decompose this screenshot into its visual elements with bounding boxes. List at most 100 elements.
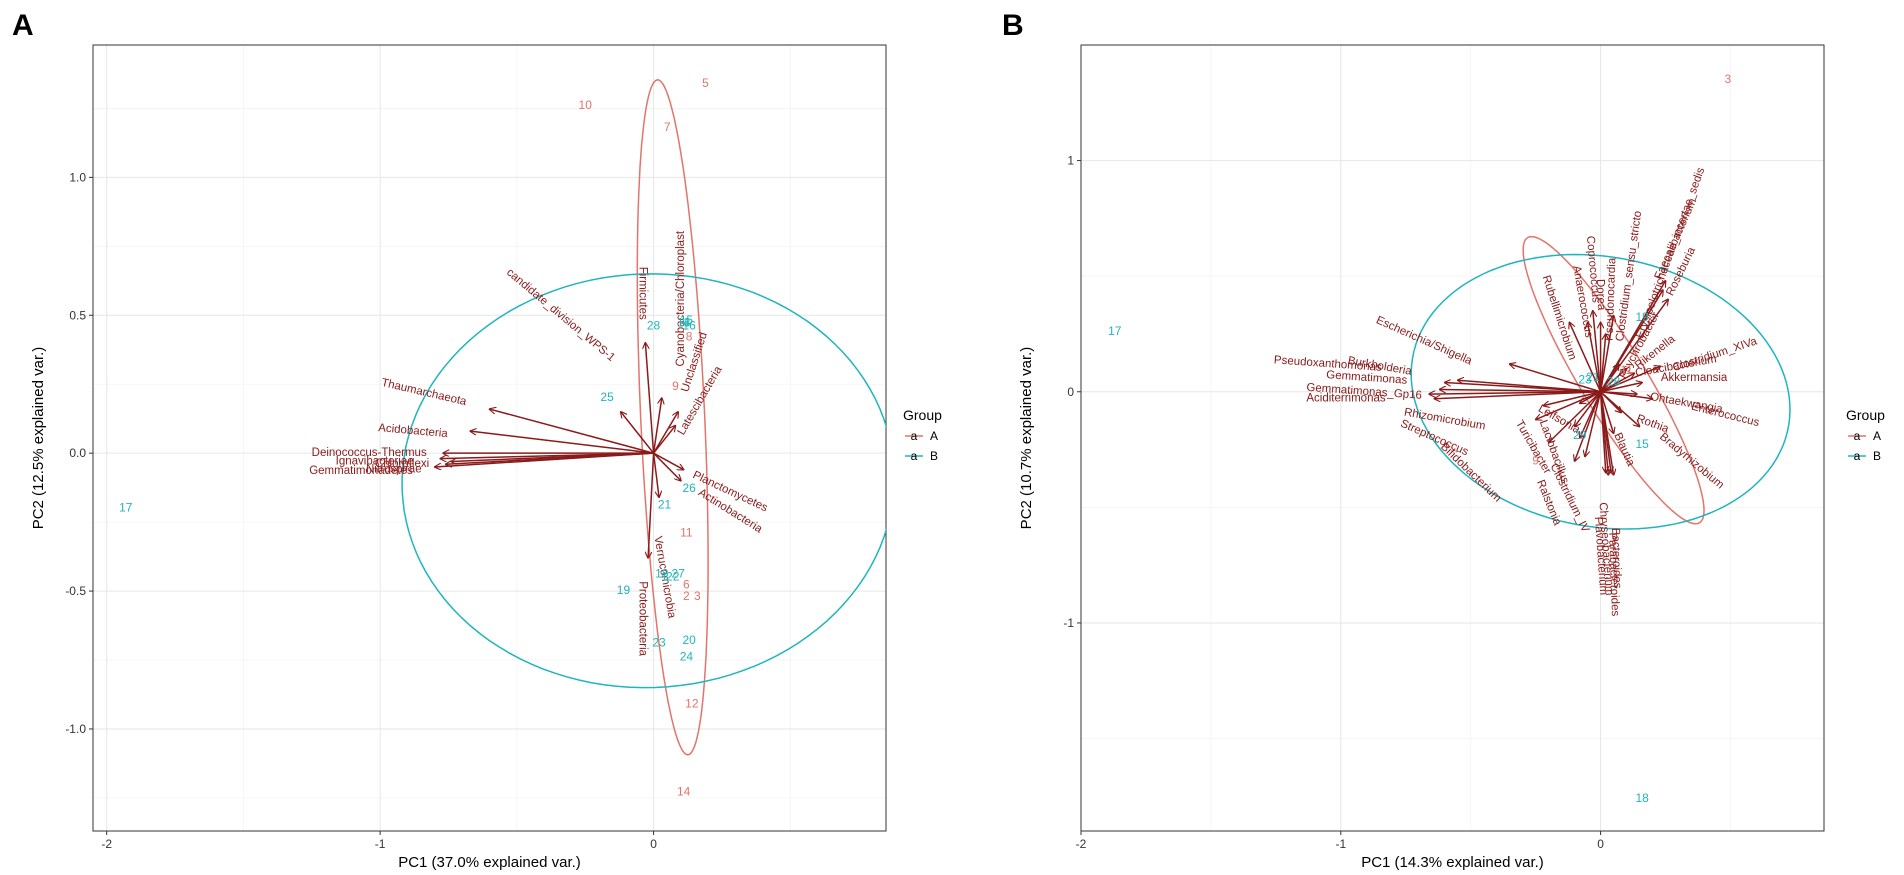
loading-label: Deinococcus-Thermus (312, 447, 427, 459)
loading-label: Dorea (1594, 279, 1607, 311)
sample-point-label: 18 (655, 567, 669, 581)
loading-arrow (1599, 391, 1614, 434)
sample-point-label: 25 (600, 390, 614, 404)
loading-arrow (653, 452, 684, 470)
y-tick-label: 0.5 (69, 308, 86, 322)
loading-arrow (652, 398, 662, 454)
sample-point-label: 17 (1108, 324, 1122, 338)
panel-letter: B (1002, 9, 1024, 42)
legend-item-label: B (930, 449, 938, 463)
loading-arrow (1600, 369, 1627, 393)
sample-point-label: 7 (664, 120, 671, 134)
sample-point-label: 16 (682, 318, 696, 332)
plot-border (1080, 44, 1825, 832)
loading-label: Thaumarchaeota (380, 377, 468, 408)
panel-letter: A (12, 9, 34, 42)
ellipse-group-b (1410, 253, 1791, 530)
x-tick-label: -2 (101, 837, 112, 851)
sample-point-label: 23 (652, 636, 666, 650)
loading-label: Ohtaekwangia (1649, 391, 1724, 416)
ellipse-group-b (401, 273, 886, 689)
loading-label: Latescibacteria (676, 364, 725, 438)
loading-arrow (1434, 391, 1601, 399)
loading-arrow (1600, 373, 1635, 393)
legend-key-symbol: a (911, 429, 918, 443)
sample-point-label: 5 (702, 76, 709, 90)
sample-point-label: 15 (1635, 437, 1649, 451)
sample-point-label: 19 (1635, 310, 1649, 324)
x-tick-label: -2 (1076, 837, 1087, 851)
sample-point-label: 2 (683, 589, 690, 603)
loading-label: Ignavibacteriae (336, 455, 414, 467)
sample-point-label: 12 (685, 696, 699, 710)
loading-label: Flavobacterium (1592, 516, 1609, 595)
panel-a: A -2 -1 0 -1.0 -0.5 0.0 0.5 1.0 PC1 (37.0% explai… (12, 9, 942, 871)
loading-label: Cyanobacteria/Chloroplast (675, 230, 687, 366)
loading-arrow (1599, 334, 1606, 392)
sample-point-label: 6 (683, 578, 690, 592)
sample-point-label: 26 (682, 481, 696, 495)
sample-point-label: 13 (677, 316, 691, 330)
x-tick-label: -1 (1335, 837, 1346, 851)
loading-arrow (1580, 391, 1601, 404)
x-axis-title: PC1 (14.3% explained var.) (1361, 854, 1544, 871)
loading-arrow (1600, 392, 1637, 394)
loading-arrow (652, 453, 659, 497)
loading-arrow (1510, 364, 1601, 393)
loading-arrow (1593, 311, 1602, 392)
y-tick-label: 0.0 (69, 446, 86, 460)
sample-point-label: 21 (1586, 370, 1600, 384)
plot-border (92, 44, 887, 832)
loading-label: Escherichia/Shigella (1374, 314, 1474, 367)
loading-arrow (1599, 299, 1669, 393)
y-axis-title: PC2 (10.7% explained var.) (1018, 347, 1035, 530)
loading-arrow (1600, 391, 1640, 427)
sample-point-label: 17 (119, 500, 133, 514)
loading-label: Blautia (1611, 431, 1637, 469)
sample-point-label: 9 (1532, 453, 1539, 467)
loading-label: Firmicutes (637, 267, 649, 320)
loading-label: Nitrospirae (366, 464, 422, 476)
ellipse-group-a (636, 79, 709, 756)
x-tick-label: 0 (1597, 837, 1604, 851)
sample-point-label: 14 (677, 785, 691, 799)
loading-arrow (1599, 391, 1611, 473)
loading-arrow (621, 412, 655, 454)
loading-arrow (648, 453, 655, 558)
sample-point-label: 24 (680, 649, 694, 663)
x-tick-label: -1 (375, 837, 386, 851)
sample-point-label: 22 (666, 569, 680, 583)
loading-arrow (1569, 322, 1602, 393)
sample-point-label: 10 (579, 98, 593, 112)
sample-point-label: 8 (686, 330, 693, 344)
loading-arrow (1588, 322, 1602, 392)
sample-point-label: 15 (680, 313, 694, 327)
loading-label: Proteobacteria (637, 581, 649, 656)
sample-point-label: 11 (1620, 363, 1633, 377)
sample-point-label: 20 (682, 633, 696, 647)
sample-point-label: 28 (1607, 375, 1621, 389)
loading-arrow (1599, 315, 1614, 392)
sample-point-label: 23 (1578, 372, 1592, 386)
loading-arrow (1599, 364, 1619, 393)
y-tick-label: -1.0 (65, 722, 86, 736)
loading-arrow (490, 409, 654, 454)
loading-label: Bacteroides (1609, 528, 1623, 589)
loading-arrow (1585, 391, 1602, 457)
sample-point-label: 29 (1573, 428, 1587, 442)
loading-arrow (1445, 383, 1601, 393)
legend-title: Group (903, 407, 942, 423)
legend-item-label: A (1873, 429, 1881, 443)
sample-point-label: 4 (683, 316, 690, 330)
loading-arrow (451, 452, 654, 461)
y-tick-label: 1 (1067, 154, 1074, 168)
loading-label: Chloroflexi (375, 458, 429, 470)
loading-label: Pseudonocardia (1604, 257, 1619, 341)
sample-point-label: 18 (1635, 791, 1649, 805)
sample-point-label: 11 (680, 525, 693, 539)
legend-key-symbol: a (1854, 429, 1861, 443)
legend-item-label: B (1873, 449, 1881, 463)
legend-key-symbol: a (911, 449, 918, 463)
loading-label: Bradyrhizobium (1657, 431, 1726, 492)
